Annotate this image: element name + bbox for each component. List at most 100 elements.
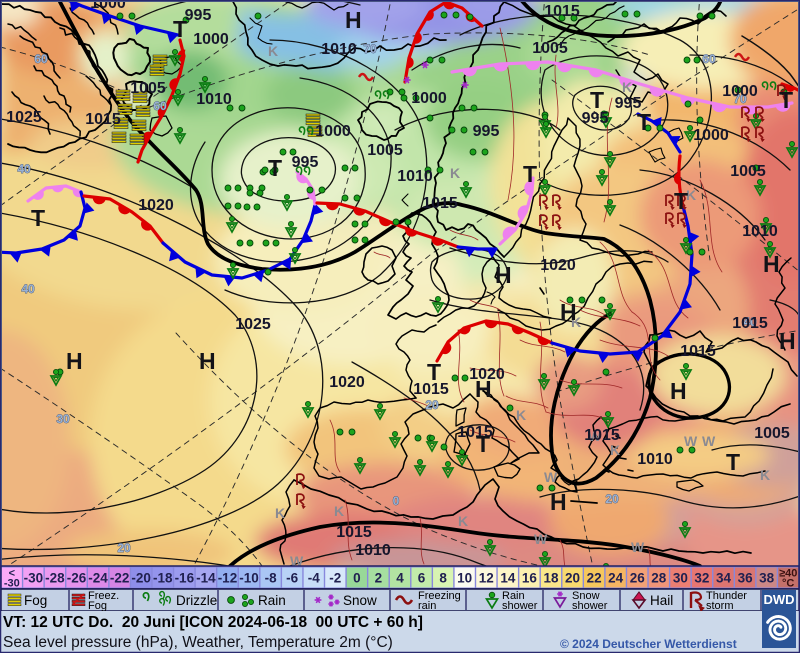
svg-text:30: 30	[56, 412, 70, 426]
svg-text:1005: 1005	[367, 142, 403, 159]
svg-text:© 2024 Deutscher Wetterdienst: © 2024 Deutscher Wetterdienst	[560, 637, 737, 651]
svg-text:-16: -16	[175, 571, 195, 586]
svg-text:1015: 1015	[85, 111, 121, 128]
svg-text:1015: 1015	[422, 195, 458, 212]
svg-text:1010: 1010	[355, 542, 391, 559]
svg-text:-18: -18	[153, 571, 173, 586]
svg-text:1020: 1020	[138, 197, 174, 214]
svg-text:K: K	[458, 513, 468, 529]
svg-text:70: 70	[363, 42, 377, 56]
svg-text:995: 995	[292, 154, 319, 171]
svg-text:storm: storm	[706, 600, 734, 612]
svg-text:0: 0	[353, 571, 361, 586]
svg-text:1010: 1010	[742, 223, 778, 240]
svg-text:H: H	[199, 348, 216, 374]
svg-text:H: H	[345, 7, 362, 33]
svg-text:1005: 1005	[754, 425, 790, 442]
svg-text:32: 32	[694, 571, 709, 586]
svg-text:H: H	[495, 262, 512, 288]
svg-text:T: T	[268, 155, 282, 181]
svg-text:°C: °C	[782, 578, 794, 590]
svg-text:W: W	[588, 428, 602, 444]
svg-text:1015: 1015	[680, 343, 716, 360]
svg-text:-4: -4	[308, 571, 320, 586]
svg-text:W: W	[684, 433, 698, 449]
svg-text:2: 2	[375, 571, 383, 586]
svg-text:0: 0	[393, 494, 400, 508]
svg-text:-22: -22	[110, 571, 130, 586]
svg-text:30: 30	[673, 571, 688, 586]
svg-text:T: T	[476, 431, 490, 457]
svg-text:Snow: Snow	[572, 590, 600, 602]
svg-text:-8: -8	[265, 571, 277, 586]
svg-text:H: H	[475, 376, 492, 402]
svg-text:995: 995	[185, 7, 212, 24]
svg-text:1000: 1000	[193, 31, 229, 48]
svg-text:1010: 1010	[321, 41, 357, 58]
svg-text:1000: 1000	[315, 123, 351, 140]
svg-text:Fog: Fog	[24, 593, 47, 608]
svg-text:1025: 1025	[6, 109, 42, 126]
svg-text:1010: 1010	[397, 168, 433, 185]
svg-text:1020: 1020	[469, 366, 505, 383]
svg-text:-14: -14	[196, 571, 216, 586]
svg-text:995: 995	[615, 95, 642, 112]
svg-text:K: K	[622, 79, 632, 95]
svg-text:H: H	[670, 378, 687, 404]
svg-text:-20: -20	[131, 571, 151, 586]
svg-text:-30: -30	[4, 578, 20, 590]
svg-text:10: 10	[457, 571, 472, 586]
svg-text:W: W	[534, 531, 548, 547]
svg-text:18: 18	[543, 571, 559, 586]
svg-text:40: 40	[21, 282, 35, 296]
svg-text:shower: shower	[572, 600, 608, 612]
svg-text:1000: 1000	[411, 90, 447, 107]
svg-text:Freezing: Freezing	[418, 590, 461, 602]
svg-text:1020: 1020	[540, 257, 576, 274]
svg-text:-2: -2	[329, 571, 341, 586]
svg-text:DWD: DWD	[763, 592, 794, 607]
svg-text:W: W	[702, 433, 716, 449]
svg-text:20: 20	[565, 571, 580, 586]
svg-text:36: 36	[738, 571, 754, 586]
svg-text:Sea level pressure (hPa), Weat: Sea level pressure (hPa), Weather, Tempe…	[3, 634, 393, 651]
svg-text:1000: 1000	[722, 83, 758, 100]
svg-text:T: T	[726, 449, 740, 475]
svg-text:Freez.: Freez.	[88, 590, 119, 602]
svg-text:K: K	[516, 407, 526, 423]
svg-text:24: 24	[608, 571, 624, 586]
svg-text:6: 6	[418, 571, 426, 586]
svg-text:1015: 1015	[584, 427, 620, 444]
svg-text:T: T	[637, 109, 651, 135]
svg-text:W: W	[544, 469, 558, 485]
svg-text:8: 8	[439, 571, 447, 586]
svg-text:4: 4	[396, 571, 404, 586]
svg-text:≥40: ≥40	[779, 568, 797, 580]
svg-text:Rain: Rain	[258, 593, 286, 608]
svg-text:1025: 1025	[235, 316, 271, 333]
svg-text:34: 34	[716, 571, 732, 586]
svg-text:60: 60	[702, 52, 716, 66]
svg-text:-26: -26	[67, 571, 87, 586]
svg-text:60: 60	[153, 99, 167, 113]
svg-text:K: K	[571, 314, 581, 330]
svg-text:28: 28	[651, 571, 667, 586]
svg-text:H: H	[66, 348, 83, 374]
svg-text:Drizzle: Drizzle	[176, 593, 217, 608]
svg-text:-12: -12	[218, 571, 238, 586]
svg-text:K: K	[686, 187, 696, 203]
svg-text:K: K	[275, 505, 285, 521]
svg-text:1005: 1005	[730, 163, 766, 180]
svg-text:1010: 1010	[637, 451, 673, 468]
svg-text:1005: 1005	[130, 80, 166, 97]
svg-text:20: 20	[117, 541, 131, 555]
svg-text:1010: 1010	[196, 91, 232, 108]
svg-text:14: 14	[500, 571, 516, 586]
svg-text:40: 40	[17, 162, 31, 176]
svg-text:1020: 1020	[329, 374, 365, 391]
svg-text:12: 12	[479, 571, 494, 586]
svg-text:T: T	[31, 205, 45, 231]
svg-text:20: 20	[605, 492, 619, 506]
svg-text:shower: shower	[502, 600, 538, 612]
svg-text:995: 995	[473, 123, 500, 140]
